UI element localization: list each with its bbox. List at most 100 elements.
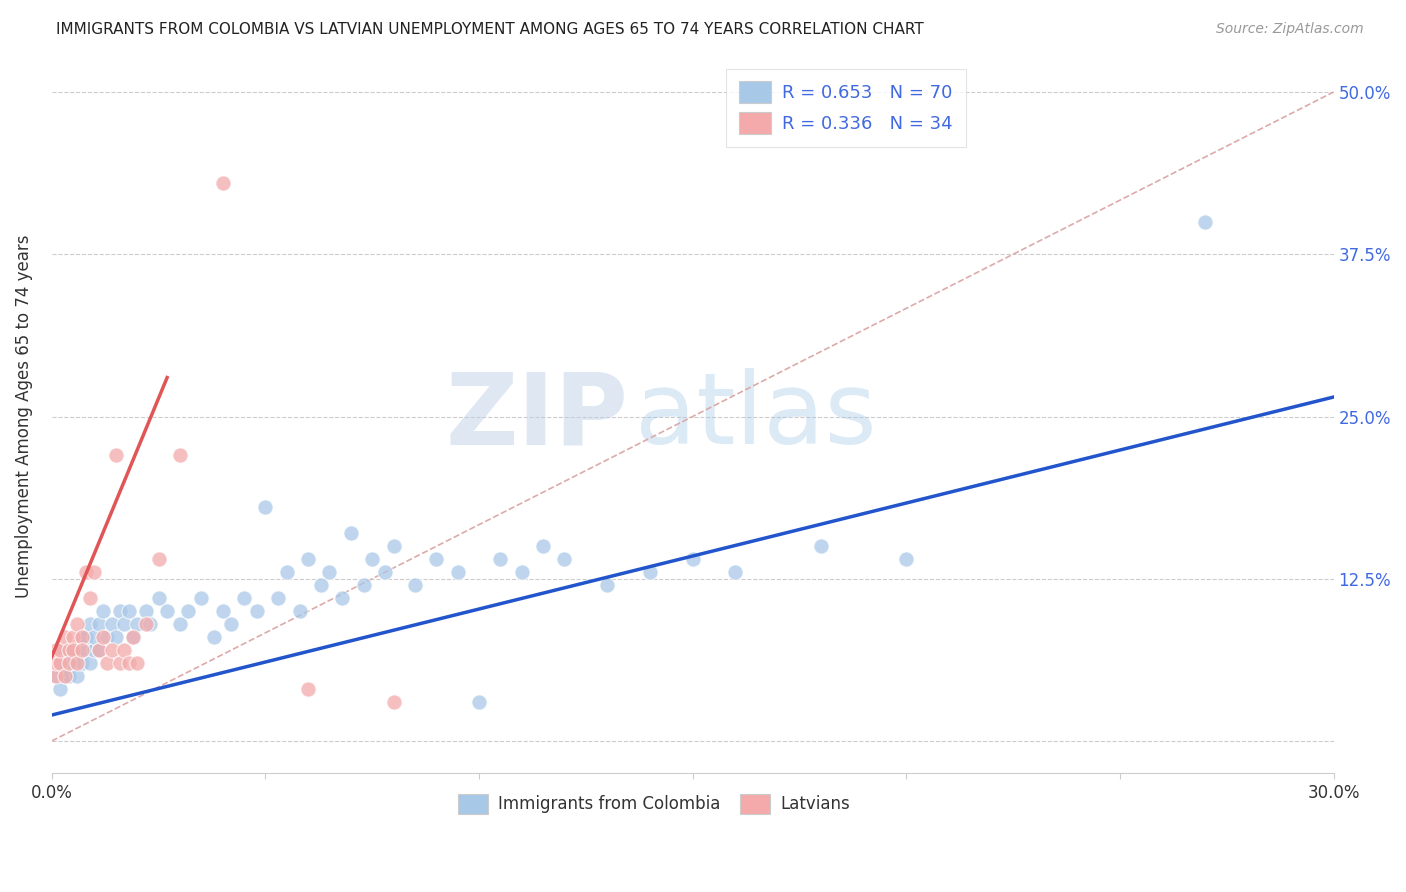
Point — [896, 552, 918, 566]
Point — [330, 591, 353, 606]
Point — [66, 643, 89, 657]
Point — [79, 617, 101, 632]
Point — [91, 630, 114, 644]
Point — [58, 669, 80, 683]
Point — [135, 617, 157, 632]
Point — [87, 617, 110, 632]
Point — [489, 552, 512, 566]
Point — [148, 591, 170, 606]
Point — [425, 552, 447, 566]
Point — [118, 604, 141, 618]
Point — [70, 643, 93, 657]
Point — [53, 643, 76, 657]
Point — [404, 578, 426, 592]
Point — [79, 591, 101, 606]
Point — [75, 566, 97, 580]
Point — [510, 566, 533, 580]
Point — [66, 617, 89, 632]
Point — [83, 643, 105, 657]
Point — [70, 630, 93, 644]
Point — [112, 643, 135, 657]
Point — [66, 669, 89, 683]
Point — [62, 630, 84, 644]
Point — [53, 669, 76, 683]
Point — [127, 617, 149, 632]
Point — [70, 656, 93, 670]
Point — [177, 604, 200, 618]
Y-axis label: Unemployment Among Ages 65 to 74 years: Unemployment Among Ages 65 to 74 years — [15, 235, 32, 599]
Point — [83, 566, 105, 580]
Point — [340, 526, 363, 541]
Point — [810, 539, 832, 553]
Point — [45, 643, 67, 657]
Point — [122, 630, 145, 644]
Point — [87, 643, 110, 657]
Point — [62, 656, 84, 670]
Point — [118, 656, 141, 670]
Point — [382, 539, 405, 553]
Point — [112, 617, 135, 632]
Point — [219, 617, 242, 632]
Point — [100, 617, 122, 632]
Point — [596, 578, 619, 592]
Point — [53, 669, 76, 683]
Point — [75, 643, 97, 657]
Point — [682, 552, 704, 566]
Point — [233, 591, 256, 606]
Point — [70, 630, 93, 644]
Text: atlas: atlas — [636, 368, 876, 465]
Point — [108, 604, 131, 618]
Point — [318, 566, 340, 580]
Point — [58, 643, 80, 657]
Point — [531, 539, 554, 553]
Point — [1194, 215, 1216, 229]
Point — [49, 656, 72, 670]
Point — [361, 552, 384, 566]
Point — [49, 656, 72, 670]
Point — [156, 604, 179, 618]
Point — [190, 591, 212, 606]
Text: IMMIGRANTS FROM COLOMBIA VS LATVIAN UNEMPLOYMENT AMONG AGES 65 TO 74 YEARS CORRE: IMMIGRANTS FROM COLOMBIA VS LATVIAN UNEM… — [56, 22, 924, 37]
Point — [49, 643, 72, 657]
Point — [91, 604, 114, 618]
Point — [254, 500, 277, 515]
Point — [288, 604, 311, 618]
Point — [169, 617, 191, 632]
Point — [267, 591, 290, 606]
Point — [108, 656, 131, 670]
Point — [353, 578, 375, 592]
Text: Source: ZipAtlas.com: Source: ZipAtlas.com — [1216, 22, 1364, 37]
Point — [297, 681, 319, 696]
Text: ZIP: ZIP — [446, 368, 628, 465]
Point — [374, 566, 396, 580]
Point — [49, 681, 72, 696]
Point — [58, 656, 80, 670]
Point — [211, 604, 233, 618]
Point — [104, 449, 127, 463]
Point — [122, 630, 145, 644]
Point — [66, 656, 89, 670]
Point — [169, 449, 191, 463]
Point — [211, 176, 233, 190]
Point — [139, 617, 162, 632]
Point — [638, 566, 661, 580]
Point — [83, 630, 105, 644]
Point — [127, 656, 149, 670]
Point — [53, 630, 76, 644]
Point — [96, 656, 118, 670]
Point — [45, 656, 67, 670]
Point — [202, 630, 225, 644]
Point — [75, 630, 97, 644]
Point — [148, 552, 170, 566]
Point — [104, 630, 127, 644]
Point — [446, 566, 468, 580]
Point — [553, 552, 575, 566]
Point — [276, 566, 298, 580]
Point — [724, 566, 747, 580]
Point — [62, 643, 84, 657]
Point — [87, 643, 110, 657]
Point — [135, 604, 157, 618]
Point — [79, 656, 101, 670]
Point — [45, 669, 67, 683]
Point — [58, 656, 80, 670]
